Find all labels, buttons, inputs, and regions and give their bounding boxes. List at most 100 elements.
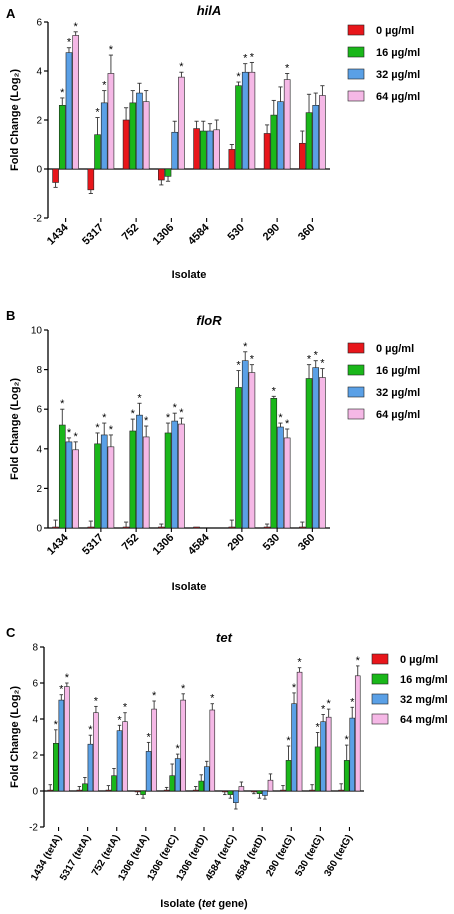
legend-swatch (347, 90, 365, 102)
bar (291, 703, 297, 792)
bar (158, 168, 165, 181)
bar (76, 789, 83, 792)
bar (320, 721, 326, 792)
significance-star: * (243, 53, 248, 65)
chart-title: floR (196, 313, 222, 328)
significance-star: * (144, 415, 149, 427)
legend-label: 32 mg/ml (400, 694, 448, 706)
y-tick-label: 10 (31, 326, 43, 337)
bar (47, 789, 54, 792)
significance-star: * (179, 407, 184, 419)
bar (248, 71, 256, 170)
x-tick-label: 360 (296, 532, 317, 553)
bar (129, 102, 137, 170)
significance-star: * (131, 408, 136, 420)
legend-label: 16 mg/ml (400, 674, 448, 686)
bar (72, 35, 79, 170)
significance-star: * (307, 354, 312, 366)
y-tick-label: 4 (36, 67, 42, 78)
legend-swatch (347, 24, 365, 36)
significance-star: * (74, 21, 79, 33)
significance-star: * (356, 655, 361, 667)
x-tick-label: 5317 (80, 222, 106, 248)
bar (180, 699, 186, 792)
bar (228, 526, 236, 529)
bar (325, 716, 332, 792)
bar (263, 526, 271, 529)
bar (338, 789, 344, 792)
significance-star: * (292, 682, 297, 694)
legend-label: 32 µg/ml (376, 387, 420, 399)
bar (280, 789, 286, 792)
x-tick-label: 290 (tetG) (264, 833, 297, 878)
x-axis-label: Isolate (172, 269, 207, 281)
bar (256, 790, 263, 795)
x-tick-label: 5317 (tetA) (58, 833, 93, 883)
bar (296, 671, 303, 792)
legend-swatch (347, 386, 365, 398)
y-tick-label: 0 (32, 787, 38, 798)
x-tick-label: 5317 (80, 532, 106, 558)
bar (171, 131, 179, 170)
legend-swatch (347, 68, 365, 80)
bar (136, 414, 143, 529)
bar (270, 398, 278, 529)
bar (277, 101, 284, 170)
bar (94, 134, 101, 170)
x-tick-label: 530 (261, 532, 282, 553)
bar (58, 424, 66, 529)
y-tick-label: 6 (36, 18, 42, 29)
bar (309, 789, 315, 792)
y-tick-label: 8 (32, 643, 38, 654)
bar (100, 102, 108, 170)
bar (354, 675, 361, 792)
bar (203, 766, 210, 792)
bar (53, 742, 59, 792)
bar (52, 168, 59, 183)
bar (283, 437, 291, 529)
x-tick-label: 4584 (186, 221, 212, 247)
x-axis-label-part: gene) (215, 898, 248, 910)
x-tick-label: 290 (261, 222, 282, 243)
significance-star: * (176, 743, 181, 755)
bar (122, 526, 130, 529)
significance-star: * (320, 358, 325, 370)
x-axis-label: Isolate (172, 581, 207, 593)
significance-star: * (137, 392, 142, 404)
significance-star: * (67, 37, 72, 49)
bar (319, 377, 326, 529)
significance-star: * (65, 672, 70, 684)
legend-swatch (347, 46, 365, 58)
y-tick-label: 4 (36, 444, 42, 455)
bar (129, 430, 137, 529)
panel-label: C (6, 625, 16, 640)
significance-star: * (146, 731, 151, 743)
significance-star: * (210, 693, 215, 705)
legend-swatch (371, 653, 389, 665)
y-axis-label: Fold Change (Log₂) (9, 378, 21, 480)
significance-star: * (243, 341, 248, 353)
bar (105, 789, 112, 792)
x-tick-label: 752 (120, 532, 141, 553)
legend-swatch (371, 673, 389, 685)
bar (199, 130, 207, 170)
significance-star: * (286, 735, 291, 747)
bar (198, 780, 205, 792)
bar (107, 446, 115, 529)
bar (238, 786, 245, 792)
y-tick-label: -2 (33, 214, 42, 225)
bar (233, 790, 239, 803)
panel-label: A (6, 6, 16, 21)
bar (248, 372, 256, 529)
bar (305, 378, 313, 529)
bar (241, 360, 249, 529)
bar (285, 760, 292, 792)
x-tick-label: 4584 (186, 531, 212, 557)
x-tick-label: 360 (296, 222, 317, 243)
bar (64, 686, 70, 792)
bar (251, 790, 257, 793)
bar (163, 789, 170, 792)
bar (235, 387, 242, 529)
